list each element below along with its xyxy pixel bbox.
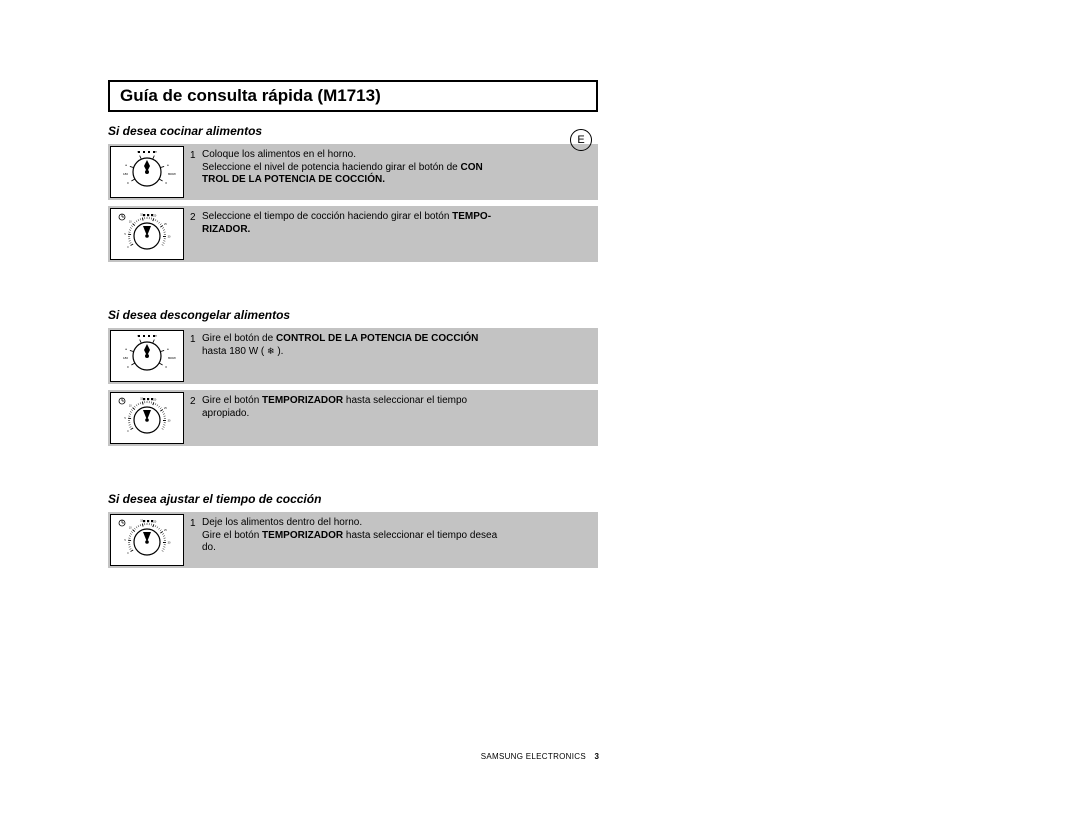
title-box: Guía de consulta rápida (M1713) (108, 80, 598, 112)
section-heading: Si desea descongelar alimentos (108, 308, 990, 322)
step-text: Seleccione el tiempo de cocción haciendo… (200, 206, 598, 241)
instruction-step: 051015202530 2Seleccione el tiempo de co… (108, 206, 598, 262)
svg-text:20: 20 (154, 214, 157, 217)
page-title: Guía de consulta rápida (M1713) (120, 86, 381, 105)
step-text: Gire el botón TEMPORIZADOR hasta selecci… (200, 390, 598, 425)
manual-page: Guía de consulta rápida (M1713) E Si des… (0, 0, 1080, 813)
step-number: 1 (186, 144, 200, 161)
sections-container: Si desea cocinar alimentos 180 800W 1Col… (108, 124, 990, 568)
section-spacer (108, 268, 990, 298)
footer-page-number: 3 (595, 752, 600, 761)
instruction-step: 180 800W 1Gire el botón de CONTROL DE LA… (108, 328, 598, 384)
svg-text:10: 10 (129, 221, 132, 224)
svg-text:20: 20 (154, 398, 157, 401)
power-dial-icon: 180 800W (110, 146, 184, 198)
svg-text:180: 180 (123, 356, 128, 360)
svg-text:800W: 800W (168, 356, 176, 360)
svg-text:30: 30 (168, 236, 171, 239)
svg-text:20: 20 (154, 520, 157, 523)
section-heading: Si desea cocinar alimentos (108, 124, 990, 138)
footer-company: SAMSUNG ELECTRONICS (481, 752, 586, 761)
timer-dial-icon: 051015202530 (110, 514, 184, 566)
step-text: Coloque los alimentos en el horno.Selecc… (200, 144, 598, 192)
language-letter: E (577, 134, 584, 146)
timer-dial-icon: 051015202530 (110, 392, 184, 444)
step-number: 2 (186, 206, 200, 223)
instruction-step: 051015202530 2Gire el botón TEMPORIZADOR… (108, 390, 598, 446)
snowflake-icon: ❄ (267, 346, 275, 356)
step-number: 1 (186, 512, 200, 529)
svg-text:25: 25 (164, 407, 167, 410)
svg-text:5: 5 (124, 417, 126, 420)
svg-text:800W: 800W (168, 172, 176, 176)
svg-text:5: 5 (124, 539, 126, 542)
page-footer: SAMSUNG ELECTRONICS 3 (0, 752, 1080, 761)
svg-text:0: 0 (127, 430, 129, 433)
svg-text:30: 30 (168, 542, 171, 545)
power-dial-icon: 180 800W (110, 330, 184, 382)
instruction-step: 051015202530 1Deje los alimentos dentro … (108, 512, 598, 568)
svg-text:10: 10 (129, 405, 132, 408)
svg-text:5: 5 (124, 233, 126, 236)
instruction-step: 180 800W 1Coloque los alimentos en el ho… (108, 144, 598, 200)
step-number: 1 (186, 328, 200, 345)
svg-text:30: 30 (168, 420, 171, 423)
step-text: Gire el botón de CONTROL DE LA POTENCIA … (200, 328, 598, 363)
step-text: Deje los alimentos dentro del horno.Gire… (200, 512, 598, 560)
timer-dial-icon: 051015202530 (110, 208, 184, 260)
svg-text:180: 180 (123, 172, 128, 176)
svg-text:0: 0 (127, 246, 129, 249)
svg-text:25: 25 (164, 529, 167, 532)
svg-text:10: 10 (129, 527, 132, 530)
step-number: 2 (186, 390, 200, 407)
svg-text:25: 25 (164, 223, 167, 226)
section-spacer (108, 452, 990, 482)
section-heading: Si desea ajustar el tiempo de cocción (108, 492, 990, 506)
language-badge: E (570, 129, 592, 151)
svg-text:0: 0 (127, 552, 129, 555)
